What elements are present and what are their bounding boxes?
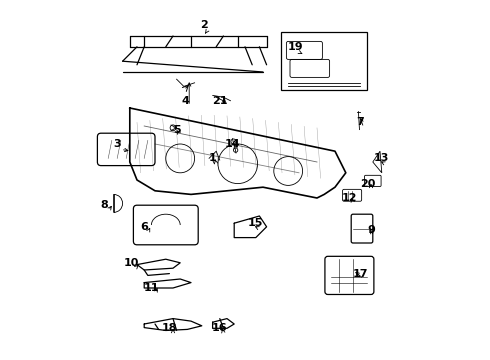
Text: 6: 6 bbox=[140, 222, 148, 232]
Text: 12: 12 bbox=[342, 193, 357, 203]
Text: 13: 13 bbox=[374, 153, 390, 163]
Text: 2: 2 bbox=[200, 20, 207, 30]
Text: 7: 7 bbox=[356, 117, 364, 127]
Text: 4: 4 bbox=[182, 96, 190, 106]
Text: 19: 19 bbox=[288, 42, 303, 52]
Text: 10: 10 bbox=[124, 258, 139, 268]
Text: 18: 18 bbox=[162, 323, 177, 333]
Text: 3: 3 bbox=[113, 139, 121, 149]
Text: 11: 11 bbox=[144, 283, 159, 293]
Text: 16: 16 bbox=[212, 323, 228, 333]
Text: 21: 21 bbox=[212, 96, 227, 106]
Text: 5: 5 bbox=[173, 125, 180, 135]
Text: 17: 17 bbox=[352, 269, 368, 279]
Text: 20: 20 bbox=[360, 179, 375, 189]
Text: 1: 1 bbox=[209, 153, 217, 163]
Bar bbox=[281, 32, 368, 90]
Text: 9: 9 bbox=[367, 225, 375, 235]
Text: 15: 15 bbox=[248, 218, 264, 228]
Text: 14: 14 bbox=[224, 139, 240, 149]
Text: 8: 8 bbox=[101, 200, 108, 210]
